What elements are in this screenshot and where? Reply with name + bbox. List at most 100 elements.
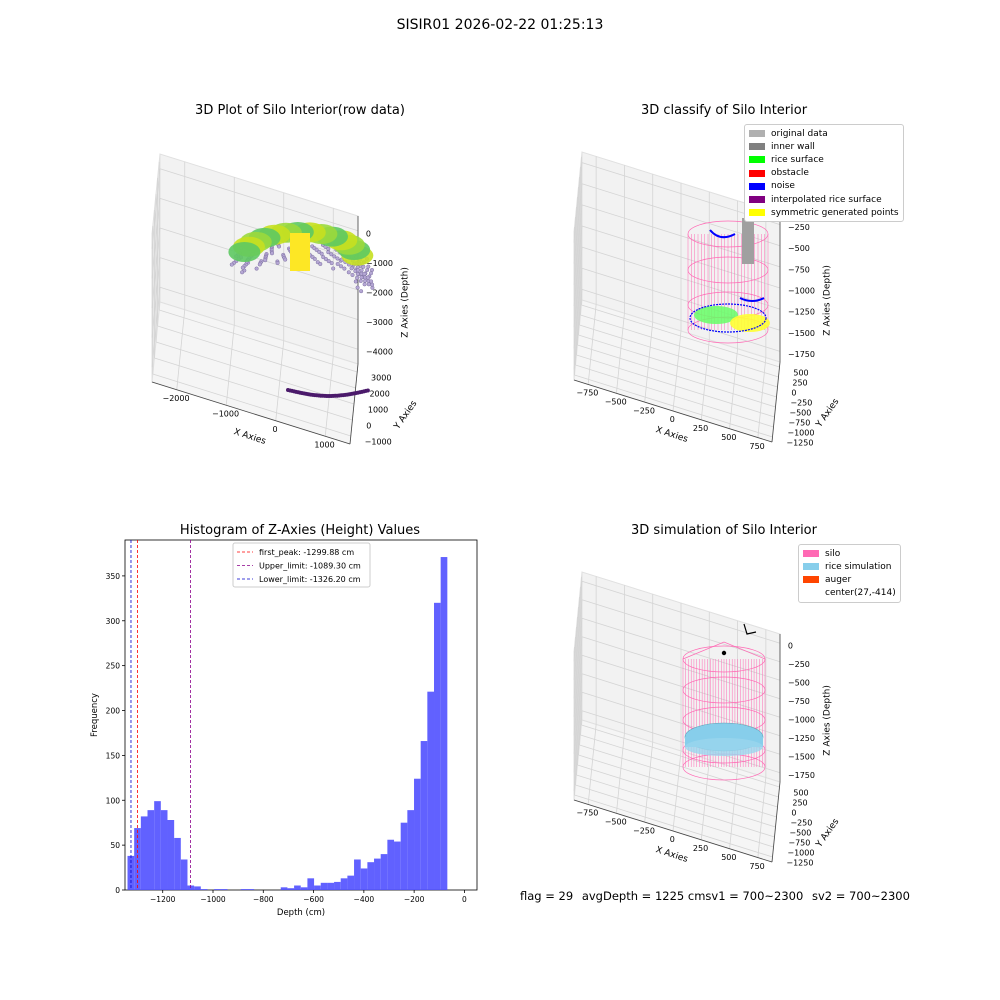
histogram-y-tick-label: 100 [106, 796, 121, 805]
histogram-bar [440, 557, 448, 890]
sim-silo [682, 623, 766, 781]
avg-depth-readout: avgDepth = 1225 cm [581, 889, 706, 903]
sim-legend-swatch [803, 550, 819, 558]
sim-legend-swatch [803, 563, 819, 571]
histogram-bar [400, 822, 408, 890]
sv1-readout: sv1 = 700~2300 [705, 889, 804, 903]
cls-legend-item: obstacle [749, 167, 899, 180]
cls-legend-swatch [749, 156, 765, 164]
cls-x-tick-label: 0 [670, 415, 675, 424]
raw-sample-point [362, 282, 367, 287]
histogram-bar [387, 839, 395, 890]
raw-grid-line [155, 341, 355, 405]
raw-sample-point [353, 279, 358, 284]
histogram-bar [334, 881, 341, 890]
simulation-legend: silo rice simulation auger center(27,-414) [798, 544, 901, 603]
sv2-readout: sv2 = 700~2300 [811, 889, 910, 903]
sim-grid-line [616, 733, 625, 814]
cls-noise-arc [709, 229, 736, 239]
raw-x-tick-label: 1000 [314, 440, 334, 449]
histogram-x-tick-label: −1200 [150, 895, 176, 904]
raw-grid-line [151, 287, 161, 368]
histogram-x-tick-label: −600 [303, 895, 324, 904]
cls-grid-line [616, 313, 625, 394]
cls-grid-line [576, 354, 775, 418]
sim-x-tick-label: 250 [693, 844, 708, 853]
raw-x-tick-label: −2000 [162, 394, 189, 403]
sim-y-tick-label: −500 [789, 828, 811, 837]
histogram-bar [300, 887, 308, 890]
sim-axis-line [573, 799, 773, 863]
cls-symmetric-points [730, 314, 770, 332]
histogram-bar [180, 859, 188, 890]
histogram-bar [247, 889, 255, 890]
histogram-bar [420, 741, 428, 890]
histogram-bar [200, 889, 208, 890]
cls-z-tick-label: −500 [788, 244, 810, 253]
cls-grid-line [580, 314, 779, 378]
sim-grid-line [573, 655, 583, 736]
raw-sample-point [369, 267, 374, 272]
sim-grid-line [573, 673, 583, 754]
cls-axis-line [573, 379, 773, 443]
raw-sample-point [332, 254, 337, 259]
figure-suptitle: SISIR01 2026-02-22 01:25:13 [396, 17, 604, 33]
raw-sample-point [335, 256, 340, 261]
histogram-x-tick-label: −800 [253, 895, 274, 904]
histogram-chart: −1200 −1000 −800 −600 −400 −200 0 0 50 100 150 200 2… [90, 539, 478, 918]
cls-legend-label: symmetric generated points [771, 207, 899, 218]
sim-grid-line [579, 744, 778, 808]
cls-grid-line [573, 162, 583, 243]
cls-ring [687, 256, 769, 284]
histogram-bar [154, 801, 161, 890]
cls-y-axis-label: Y Axies [814, 397, 842, 430]
histogram-bar [167, 820, 175, 890]
cls-grid-line [581, 289, 781, 352]
raw-sample-point [335, 261, 340, 266]
raw-grid-line [151, 227, 161, 309]
raw-grid-line [157, 325, 356, 389]
raw-sample-point [323, 257, 328, 262]
raw-sample-point [257, 262, 262, 267]
raw-x-tick-label: 0 [272, 425, 277, 434]
cls-grid-line [581, 246, 781, 310]
cls-legend-label: original data [771, 128, 828, 139]
cls-grid-line [729, 348, 738, 429]
raw-sample-point [329, 261, 334, 266]
sim-y-tick-label: −1250 [786, 858, 813, 867]
cls-legend-swatch [749, 196, 765, 204]
histogram-bar [314, 885, 321, 890]
raw-sample-point [358, 278, 363, 283]
cls-y-tick-label: −250 [790, 398, 812, 407]
histogram-bar [240, 889, 248, 890]
sim-y-tick-label: −1000 [787, 848, 814, 857]
raw-sample-point [355, 285, 360, 290]
raw-grid-line [159, 257, 359, 320]
raw-sample-point [276, 244, 281, 249]
cls-z-tick-label: −1500 [788, 329, 815, 338]
sim-y-tick-label: −750 [788, 838, 810, 847]
cls-grid-line [573, 289, 583, 370]
histogram-bar [354, 859, 361, 890]
raw-sample-point [321, 255, 326, 260]
raw-sample-point [254, 266, 259, 271]
histogram-bar [394, 841, 401, 890]
classify-legend: original data inner wall rice surface obsta… [744, 124, 904, 223]
cls-z-tick-label: −1000 [788, 286, 815, 295]
sim-grid-line [575, 784, 774, 848]
raw-grid-line [159, 286, 359, 350]
raw-grid-line [151, 198, 161, 279]
cls-legend-label: interpolated rice surface [771, 194, 882, 205]
cls-y-tick-label: 500 [793, 368, 808, 377]
histogram-bar [427, 691, 434, 890]
histogram-y-tick-label: 50 [110, 841, 120, 850]
raw-z-tick-label: −1000 [366, 259, 393, 268]
flag-readout: flag = 29 [520, 889, 574, 903]
raw-sample-point [275, 260, 280, 265]
sim-x-axis-label: X Axies [654, 845, 689, 865]
sim-legend-item: silo [803, 547, 896, 560]
cls-legend-label: inner wall [771, 141, 815, 152]
raw-y-tick-label: 0 [366, 421, 371, 430]
